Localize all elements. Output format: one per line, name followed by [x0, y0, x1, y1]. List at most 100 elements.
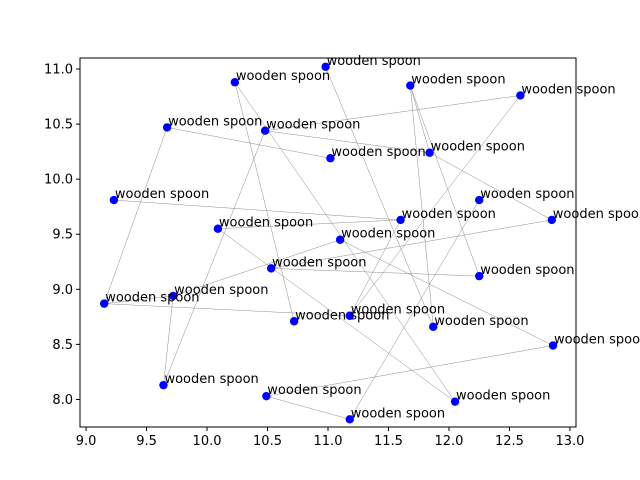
point-label: wooden spoon — [331, 145, 425, 160]
data-point — [429, 322, 438, 331]
point-label: wooden spoon — [341, 227, 435, 242]
x-tick-label: 9.0 — [76, 434, 97, 449]
x-tick-label: 10.5 — [253, 434, 282, 449]
point-label: wooden spoon — [553, 207, 640, 222]
connector-line — [265, 95, 521, 131]
point-label: wooden spoon — [295, 308, 389, 323]
connector-line — [104, 303, 350, 316]
point-label: wooden spoon — [480, 187, 574, 202]
x-tick-label: 11.0 — [314, 434, 343, 449]
y-tick-label: 8.5 — [52, 338, 73, 353]
point-label: wooden spoon — [267, 383, 361, 398]
data-point — [99, 299, 109, 308]
point-label: wooden spoon — [480, 263, 574, 278]
connector-line — [173, 239, 341, 297]
connector-line — [410, 85, 434, 327]
data-point — [266, 264, 276, 273]
x-axis: 9.0 9.5 10.0 10.5 11.0 11.5 12.0 12.5 13.0 — [76, 427, 584, 449]
point-label: wooden spoon — [327, 54, 421, 69]
connector-line — [234, 82, 295, 322]
data-point — [213, 224, 223, 233]
connector-line — [266, 395, 350, 420]
data-point — [326, 154, 335, 163]
y-tick-label: 8.0 — [52, 393, 73, 408]
point-label: wooden spoon — [434, 314, 528, 329]
data-point — [262, 391, 271, 401]
connector-line — [113, 199, 401, 221]
data-point — [547, 215, 557, 225]
y-tick-label: 10.5 — [44, 118, 73, 133]
data-point — [162, 123, 172, 132]
data-point — [335, 235, 345, 244]
point-label: wooden spoon — [431, 140, 525, 155]
connector-line — [271, 219, 552, 269]
data-point — [345, 311, 354, 320]
data-point — [406, 81, 415, 90]
point-label: wooden spoon — [168, 114, 262, 129]
x-tick-label: 12.5 — [495, 434, 524, 449]
connector-line — [163, 295, 174, 386]
y-tick-label: 10.0 — [44, 173, 73, 188]
y-tick-label: 9.0 — [52, 283, 73, 298]
connector-line — [265, 130, 430, 153]
x-tick-label: 10.0 — [193, 434, 222, 449]
connector-line — [410, 85, 430, 153]
x-tick-label: 11.5 — [374, 434, 403, 449]
point-label: wooden spoon — [411, 73, 505, 88]
point-label: wooden spoon — [554, 332, 640, 347]
data-point — [159, 380, 168, 390]
points-layer — [99, 62, 558, 424]
data-point — [260, 126, 270, 135]
point-label: wooden spoon — [115, 187, 209, 202]
data-point — [548, 341, 558, 350]
point-label: wooden spoon — [236, 69, 330, 84]
y-tick-label: 11.0 — [44, 63, 73, 78]
data-point — [321, 62, 330, 72]
connector-line — [429, 152, 552, 221]
point-label: wooden spoon — [351, 303, 445, 318]
point-label: wooden spoon — [521, 82, 615, 97]
data-point — [168, 291, 178, 301]
connector-line — [104, 295, 174, 304]
point-label: wooden spoon — [402, 207, 496, 222]
data-point — [345, 415, 354, 424]
point-label: wooden spoon — [219, 216, 313, 231]
connector-line — [217, 228, 456, 402]
connector-line — [349, 219, 401, 316]
data-point — [425, 148, 434, 157]
connector-line — [163, 130, 266, 386]
connector-line — [349, 95, 521, 316]
x-tick-label: 12.0 — [434, 434, 463, 449]
point-label: wooden spoon — [266, 118, 360, 133]
data-point — [396, 215, 405, 225]
data-point — [475, 271, 484, 281]
connector-line — [271, 268, 480, 277]
x-tick-label: 13.0 — [555, 434, 584, 449]
x-tick-label: 9.5 — [136, 434, 157, 449]
edges-layer — [103, 66, 554, 420]
connector-line — [325, 66, 434, 327]
point-label: wooden spoon — [272, 255, 366, 270]
connector-line — [349, 199, 480, 420]
connector-line — [266, 345, 554, 397]
connector-line — [103, 127, 168, 304]
data-point — [230, 78, 240, 87]
connector-line — [410, 85, 480, 277]
connector-line — [167, 127, 331, 159]
data-point — [475, 195, 484, 205]
data-point — [516, 91, 525, 100]
connector-line — [339, 239, 554, 346]
y-tick-label: 9.5 — [52, 228, 73, 243]
data-point — [450, 397, 460, 406]
connector-line — [217, 219, 401, 229]
point-label: wooden spoon — [174, 283, 268, 298]
data-point — [289, 317, 299, 326]
point-label: wooden spoon — [105, 291, 199, 306]
y-axis: 8.0 8.5 9.0 9.5 10.0 10.5 11.0 — [44, 63, 80, 408]
data-point — [109, 195, 119, 205]
point-label: wooden spoon — [351, 406, 445, 421]
point-label: wooden spoon — [456, 389, 550, 404]
point-label: wooden spoon — [164, 372, 258, 387]
